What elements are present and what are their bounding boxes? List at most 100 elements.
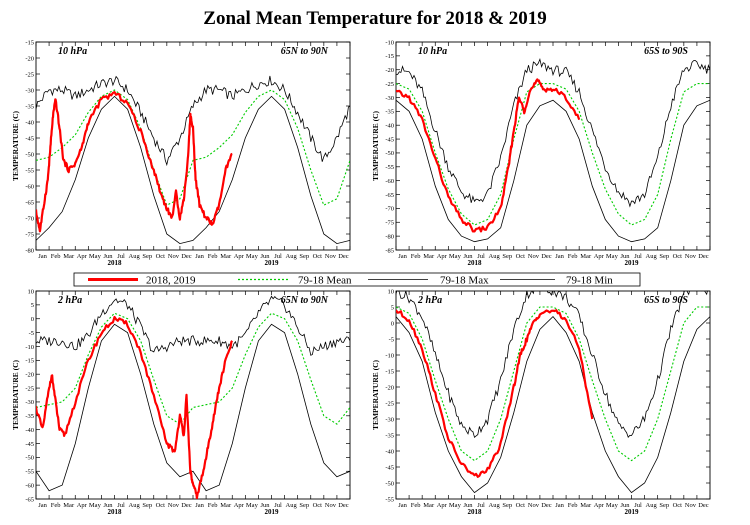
month-label: Sep bbox=[299, 253, 309, 260]
year-label: 2019 bbox=[265, 508, 280, 516]
month-label: Mar bbox=[220, 502, 232, 509]
year-label: 2019 bbox=[625, 508, 640, 516]
month-label: Aug bbox=[489, 253, 501, 260]
month-label: May bbox=[89, 253, 102, 260]
month-label: Mar bbox=[580, 502, 592, 509]
obs-line bbox=[396, 309, 594, 478]
y-tick-label: 0 bbox=[31, 316, 34, 323]
y-tick-label: 10 bbox=[28, 288, 35, 295]
month-label: Jul bbox=[117, 502, 125, 509]
region-label: 65S to 90S bbox=[644, 46, 688, 57]
month-label: Jun bbox=[463, 502, 473, 509]
mean-line bbox=[396, 306, 710, 462]
y-tick-label: -45 bbox=[385, 464, 394, 471]
month-label: Jul bbox=[274, 253, 282, 260]
month-label: Nov bbox=[685, 502, 697, 509]
plot-frame bbox=[395, 290, 711, 500]
y-tick-label: -20 bbox=[25, 372, 34, 379]
month-label: Sep bbox=[142, 253, 152, 260]
y-tick-label: -40 bbox=[385, 123, 394, 130]
month-label: Nov bbox=[168, 253, 180, 260]
month-label: May bbox=[89, 502, 102, 509]
year-label: 2019 bbox=[265, 259, 280, 267]
y-tick-label: -25 bbox=[385, 400, 394, 407]
legend-obs-label: 2018, 2019 bbox=[146, 275, 196, 287]
y-tick-label: -35 bbox=[25, 103, 34, 110]
month-label: Jan bbox=[555, 253, 564, 260]
month-label: Apr bbox=[234, 253, 245, 260]
y-tick-label: -25 bbox=[25, 71, 34, 78]
month-label: Apr bbox=[594, 253, 605, 260]
region-label: 65N to 90N bbox=[281, 46, 329, 57]
legend-mean-label: 79-18 Mean bbox=[298, 275, 352, 287]
y-tick-label: -15 bbox=[385, 53, 394, 60]
month-label: Apr bbox=[234, 502, 245, 509]
month-label: Jan bbox=[195, 502, 204, 509]
region-label: 65N to 90N bbox=[281, 295, 329, 306]
legend-min-label: 79-18 Min bbox=[566, 275, 613, 287]
y-tick-label: -65 bbox=[25, 199, 34, 206]
month-label: Dec bbox=[181, 253, 192, 260]
month-label: Nov bbox=[685, 253, 697, 260]
mean-line bbox=[396, 83, 710, 226]
y-tick-label: -60 bbox=[25, 482, 34, 489]
month-label: Oct bbox=[156, 253, 166, 260]
panel-2hpa-north: -65-60-55-50-45-40-35-30-25-20-15-10-505… bbox=[11, 288, 351, 516]
month-label: May bbox=[449, 502, 462, 509]
month-label: Dec bbox=[338, 253, 349, 260]
y-tick-label: -5 bbox=[29, 330, 34, 337]
month-label: Nov bbox=[168, 502, 180, 509]
month-label: Aug bbox=[489, 502, 501, 509]
month-label: Jul bbox=[274, 502, 282, 509]
series-group bbox=[396, 291, 710, 494]
month-label: Apr bbox=[77, 502, 88, 509]
y-tick-label: -45 bbox=[385, 136, 394, 143]
month-label: Mar bbox=[220, 253, 232, 260]
year-label: 2018 bbox=[468, 259, 483, 267]
min-line bbox=[396, 316, 710, 494]
y-tick-label: -15 bbox=[25, 39, 34, 46]
y-tick-label: -10 bbox=[385, 352, 394, 359]
month-label: Oct bbox=[313, 502, 323, 509]
month-label: Jun bbox=[620, 502, 630, 509]
y-tick-label: 5 bbox=[31, 302, 34, 309]
max-line bbox=[36, 75, 350, 167]
panel-10hpa-south: -85 -80 -75 -70 -65 -60 -55 -50 -45 -40 -35 -30 -25 -… bbox=[371, 39, 711, 267]
month-label: Sep bbox=[299, 502, 309, 509]
year-label: 2018 bbox=[108, 259, 123, 267]
y-tick-label: 5 bbox=[391, 304, 394, 311]
legend-max-label: 79-18 Max bbox=[440, 275, 489, 287]
y-tick-label: -40 bbox=[385, 448, 394, 455]
year-label: 2018 bbox=[108, 508, 123, 516]
y-axis-title: TEMPERATURE (C) bbox=[371, 359, 380, 430]
y-tick-label: -75 bbox=[385, 220, 394, 227]
y-tick-label: -25 bbox=[25, 385, 34, 392]
max-line bbox=[396, 57, 710, 208]
month-label: May bbox=[606, 502, 619, 509]
y-tick-label: -35 bbox=[25, 413, 34, 420]
month-label: Mar bbox=[423, 253, 435, 260]
y-tick-label: -65 bbox=[385, 192, 394, 199]
month-label: Apr bbox=[437, 253, 448, 260]
month-label: Dec bbox=[181, 502, 192, 509]
month-label: Jul bbox=[117, 253, 125, 260]
month-label: Aug bbox=[286, 502, 298, 509]
y-tick-label: -55 bbox=[25, 469, 34, 476]
figure-title: Zonal Mean Temperature for 2018 & 2019 bbox=[203, 8, 546, 29]
max-line bbox=[36, 295, 350, 356]
month-label: Dec bbox=[698, 502, 709, 509]
month-label: Feb bbox=[208, 253, 218, 260]
mean-line bbox=[36, 89, 350, 206]
month-label: Dec bbox=[698, 253, 709, 260]
month-label: Nov bbox=[325, 253, 337, 260]
y-tick-label: -55 bbox=[25, 167, 34, 174]
month-label: Aug bbox=[129, 253, 141, 260]
y-tick-label: -60 bbox=[25, 183, 34, 190]
month-label: Dec bbox=[541, 253, 552, 260]
obs-line bbox=[36, 315, 234, 499]
month-label: Sep bbox=[502, 253, 512, 260]
y-tick-label: 0 bbox=[391, 320, 394, 327]
month-label: Jun bbox=[103, 253, 113, 260]
region-label: 65S to 90S bbox=[644, 295, 688, 306]
month-label: Jun bbox=[260, 253, 270, 260]
